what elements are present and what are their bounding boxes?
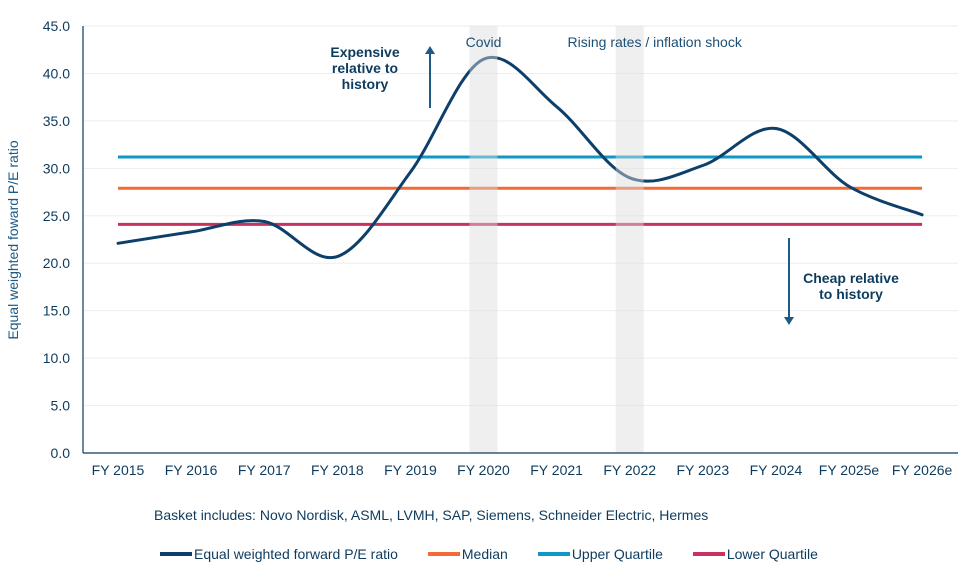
shaded-periods [469,26,644,453]
legend-item: Upper Quartile [537,546,663,562]
shaded-period-label: Rising rates / inflation shock [568,34,743,50]
y-tick-label: 10.0 [43,350,70,366]
legend-item: Lower Quartile [692,546,818,562]
legend: Equal weighted forward P/E ratio Median Up… [160,546,848,562]
y-tick-label: 30.0 [43,160,70,176]
x-tick-label: FY 2019 [384,462,437,478]
y-tick-label: 40.0 [43,65,70,81]
annotation-text-expensive: Expensive [330,44,399,60]
legend-label: Median [461,546,508,562]
y-tick-label: 20.0 [43,255,70,271]
legend-label: Upper Quartile [571,546,663,562]
gridlines [83,25,958,407]
x-tick-label: FY 2017 [238,462,291,478]
y-tick-label: 5.0 [51,398,71,414]
y-axis-ticks: 0.0 5.0 10.0 15.0 20.0 25.0 30.0 35.0 40.0 45.0 [43,18,70,461]
arrow-down-head-icon [784,317,794,325]
x-tick-label: FY 2016 [165,462,218,478]
x-tick-label: FY 2026e [892,462,953,478]
legend-swatch [160,552,192,556]
shaded-period-band [615,26,644,453]
y-tick-label: 0.0 [51,445,71,461]
legend-swatch [692,552,725,556]
legend-label: Equal weighted forward P/E ratio [194,546,398,562]
annotation-text-expensive: relative to [332,60,398,76]
basket-note: Basket includes: Novo Nordisk, ASML, LVM… [154,507,709,523]
x-axis-ticks: FY 2015 FY 2016 FY 2017 FY 2018 FY 2019 FY 20… [92,462,953,478]
x-tick-label: FY 2025e [819,462,880,478]
x-tick-label: FY 2022 [603,462,656,478]
x-tick-label: FY 2018 [311,462,364,478]
series-lines [116,55,924,260]
y-tick-label: 25.0 [43,208,70,224]
series-line-equal-weighted-forward-p-e-ratio [116,55,924,260]
y-tick-label: 15.0 [43,303,70,319]
x-tick-label: FY 2020 [457,462,510,478]
legend-label: Lower Quartile [726,546,818,562]
x-tick-label: FY 2015 [92,462,145,478]
x-tick-label: FY 2023 [676,462,729,478]
x-tick-label: FY 2021 [530,462,583,478]
annotation-text-expensive: history [342,76,389,92]
annotation-text-cheap: Cheap relative [803,270,899,286]
axes [82,26,958,454]
shaded-period-labels: Covid Rising rates / inflation shock [466,34,743,50]
y-tick-label: 35.0 [43,113,70,129]
arrow-up-head-icon [425,46,435,54]
legend-swatch [537,552,570,556]
shaded-period-band [469,26,498,453]
annotation-text-cheap: to history [819,286,883,302]
x-tick-label: FY 2024 [750,462,803,478]
legend-swatch [427,552,460,556]
legend-item: Median [427,546,508,562]
y-axis-label: Equal weighted foward P/E ratio [5,140,21,339]
shaded-period-label: Covid [466,34,502,50]
y-tick-label: 45.0 [43,18,70,34]
legend-item: Equal weighted forward P/E ratio [160,546,398,562]
